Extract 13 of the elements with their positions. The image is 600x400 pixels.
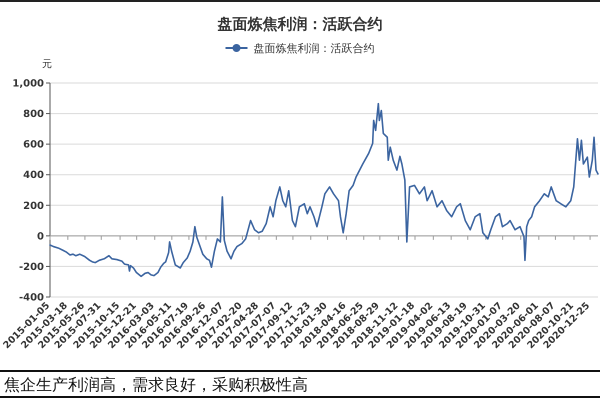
- y-tick-label: 600: [23, 140, 44, 151]
- y-tick-label: 0: [37, 231, 44, 242]
- y-tick-label: 400: [23, 170, 44, 182]
- y-tick-label: -200: [18, 262, 44, 273]
- y-tick-label: 1,000: [12, 78, 44, 90]
- y-tick-label: 200: [23, 200, 44, 212]
- text: 焦企生产利润高，需求良好，采购积极性高: [4, 375, 308, 394]
- y-tick-label: 800: [23, 109, 44, 120]
- y-axis-title: 元: [42, 59, 52, 70]
- y-tick-label: -400: [18, 292, 44, 304]
- legend-label: 盘面炼焦利润：活跃合约: [254, 42, 374, 55]
- legend: 盘面炼焦利润：活跃合约: [226, 42, 374, 55]
- chart-title: 盘面炼焦利润：活跃合约: [216, 15, 382, 33]
